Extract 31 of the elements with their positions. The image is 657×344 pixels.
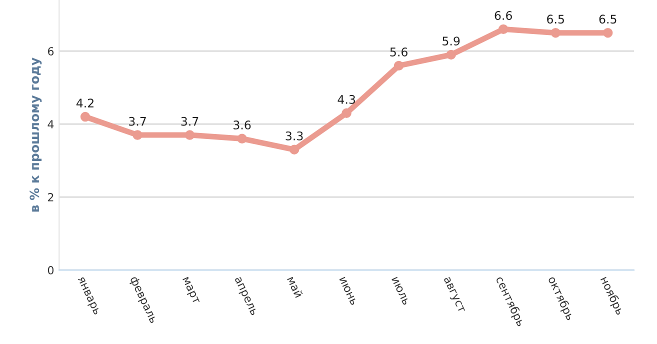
point bbox=[603, 28, 613, 38]
data-label: 3.7 bbox=[129, 116, 146, 126]
data-label: 4.2 bbox=[76, 98, 94, 108]
point bbox=[498, 24, 508, 34]
x-tick-label: май bbox=[286, 276, 304, 298]
data-label: 6.5 bbox=[547, 14, 564, 24]
point bbox=[446, 50, 456, 60]
y-tick-label: 4 bbox=[48, 120, 54, 128]
x-tick-label: июль bbox=[391, 276, 410, 306]
point bbox=[132, 130, 142, 140]
point bbox=[80, 112, 90, 122]
data-label: 3.6 bbox=[234, 120, 251, 130]
x-tick-label: июнь bbox=[339, 276, 358, 306]
point bbox=[289, 144, 300, 154]
data-label: 4.3 bbox=[338, 94, 356, 104]
y-tick-label: 6 bbox=[48, 47, 54, 56]
point bbox=[184, 130, 195, 140]
y-tick-label: 2 bbox=[48, 193, 54, 202]
point bbox=[237, 134, 247, 144]
data-label: 6.6 bbox=[494, 11, 512, 20]
y-tick-label: 0 bbox=[48, 266, 54, 274]
y-axis-title: в % к прошлому году bbox=[30, 58, 42, 212]
data-label: 6.5 bbox=[599, 14, 616, 24]
point bbox=[342, 108, 352, 118]
data-label: 3.7 bbox=[181, 116, 198, 126]
data-label: 5.9 bbox=[442, 36, 460, 46]
point bbox=[550, 28, 560, 38]
point bbox=[394, 60, 404, 71]
x-tick-label: март bbox=[180, 276, 200, 306]
data-label: 3.3 bbox=[286, 131, 303, 140]
data-label: 5.6 bbox=[390, 48, 408, 56]
